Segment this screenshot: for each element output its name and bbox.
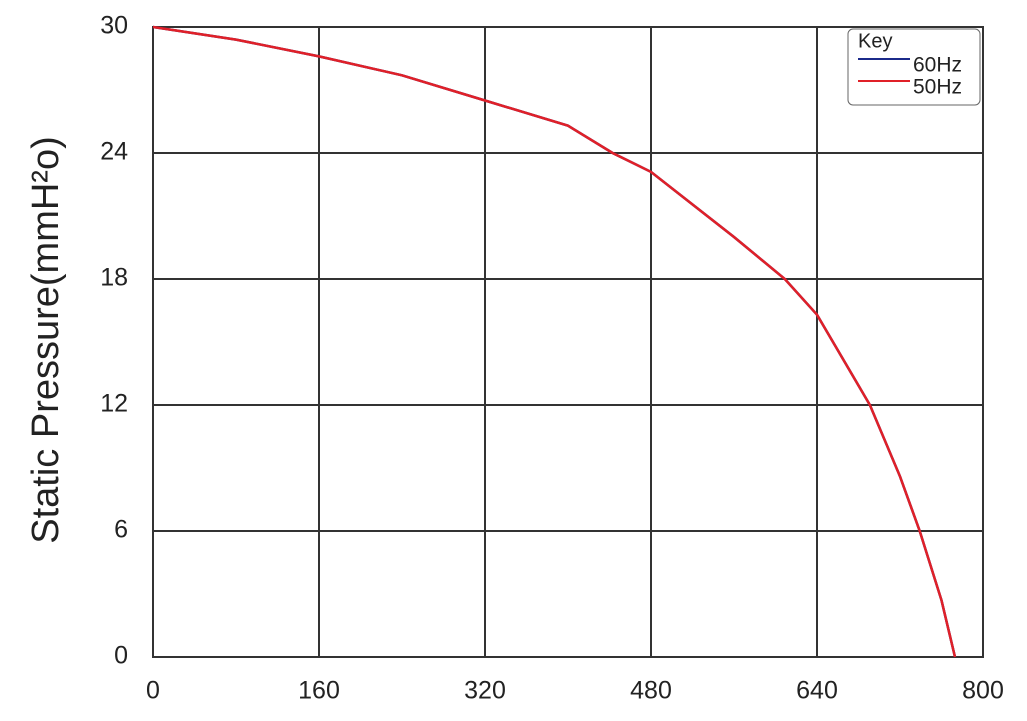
y-tick-label: 12 — [100, 390, 128, 418]
plot-frame — [152, 26, 984, 658]
x-tick-label: 800 — [962, 677, 1004, 705]
legend-title: Key — [858, 30, 892, 52]
x-tick-label: 0 — [146, 677, 160, 705]
y-tick-label: 18 — [100, 264, 128, 292]
y-tick-label: 30 — [100, 12, 128, 40]
y-axis-label: Static Pressure(mmH²o) — [25, 136, 67, 544]
x-tick-label: 640 — [796, 677, 838, 705]
x-tick-label: 320 — [464, 677, 506, 705]
series-line — [152, 25, 957, 658]
legend-label: 60Hz — [913, 54, 962, 77]
y-tick-label: 0 — [114, 642, 128, 670]
legend-label: 50Hz — [913, 76, 962, 99]
legend-box — [847, 28, 981, 106]
y-tick-label: 6 — [114, 516, 128, 544]
x-tick-label: 160 — [298, 677, 340, 705]
y-tick-label: 24 — [100, 138, 128, 166]
x-tick-label: 480 — [630, 677, 672, 705]
